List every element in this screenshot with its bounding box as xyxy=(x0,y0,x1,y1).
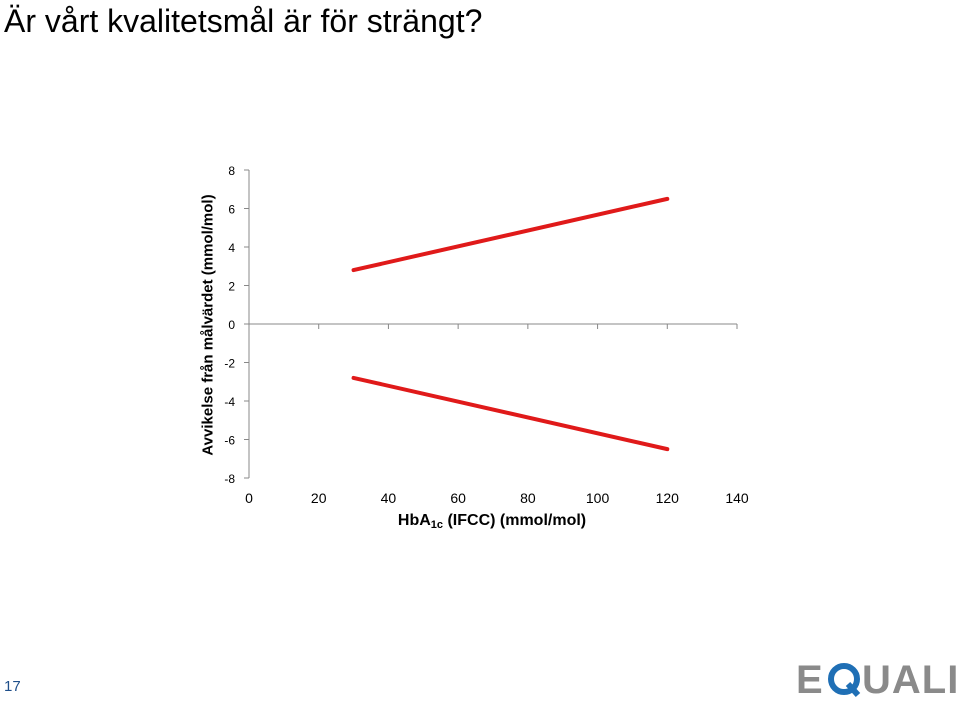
logo-q-icon xyxy=(828,663,861,698)
x-tick-label: 40 xyxy=(381,490,397,506)
page-number: 17 xyxy=(4,678,21,695)
y-tick-label: -6 xyxy=(224,434,235,448)
chart-axes xyxy=(244,169,738,479)
slide-title: Är vårt kvalitetsmål är för strängt? xyxy=(4,3,483,39)
lower-limit-line xyxy=(351,375,670,452)
y-tick-label: 8 xyxy=(228,164,235,178)
x-tick-label: 120 xyxy=(656,490,680,506)
y-axis-label: Avvikelse från målvärdet (mmol/mol) xyxy=(199,194,217,456)
x-tick-label: 80 xyxy=(520,490,536,506)
y-tick-label: -4 xyxy=(224,395,235,409)
y-tick-label: 2 xyxy=(228,280,235,294)
x-tick-label: 60 xyxy=(450,490,466,506)
svg-text:E: E xyxy=(796,660,824,698)
upper-limit-line xyxy=(351,196,670,273)
x-tick-label: 140 xyxy=(725,490,749,506)
y-tick-label: -2 xyxy=(224,357,235,371)
svg-text:UALIS: UALIS xyxy=(862,660,958,698)
equalis-logo: E UALIS xyxy=(796,658,960,703)
chart-series xyxy=(351,196,670,452)
x-tick-label: 20 xyxy=(311,490,327,506)
x-axis-label-rest: (IFCC) (mmol/mol) xyxy=(443,512,587,529)
x-axis-label-main: HbA xyxy=(397,512,431,529)
y-tick-label: 4 xyxy=(228,241,235,255)
x-axis-label-subscript: 1c xyxy=(430,519,444,531)
x-tick-label: 0 xyxy=(245,490,253,506)
y-tick-label: 0 xyxy=(228,318,235,332)
x-axis-label: HbA1c (IFCC) (mmol/mol) xyxy=(398,512,586,531)
x-tick-label: 100 xyxy=(586,490,610,506)
y-tick-label: 6 xyxy=(228,203,235,217)
y-tick-label: -8 xyxy=(224,472,235,486)
